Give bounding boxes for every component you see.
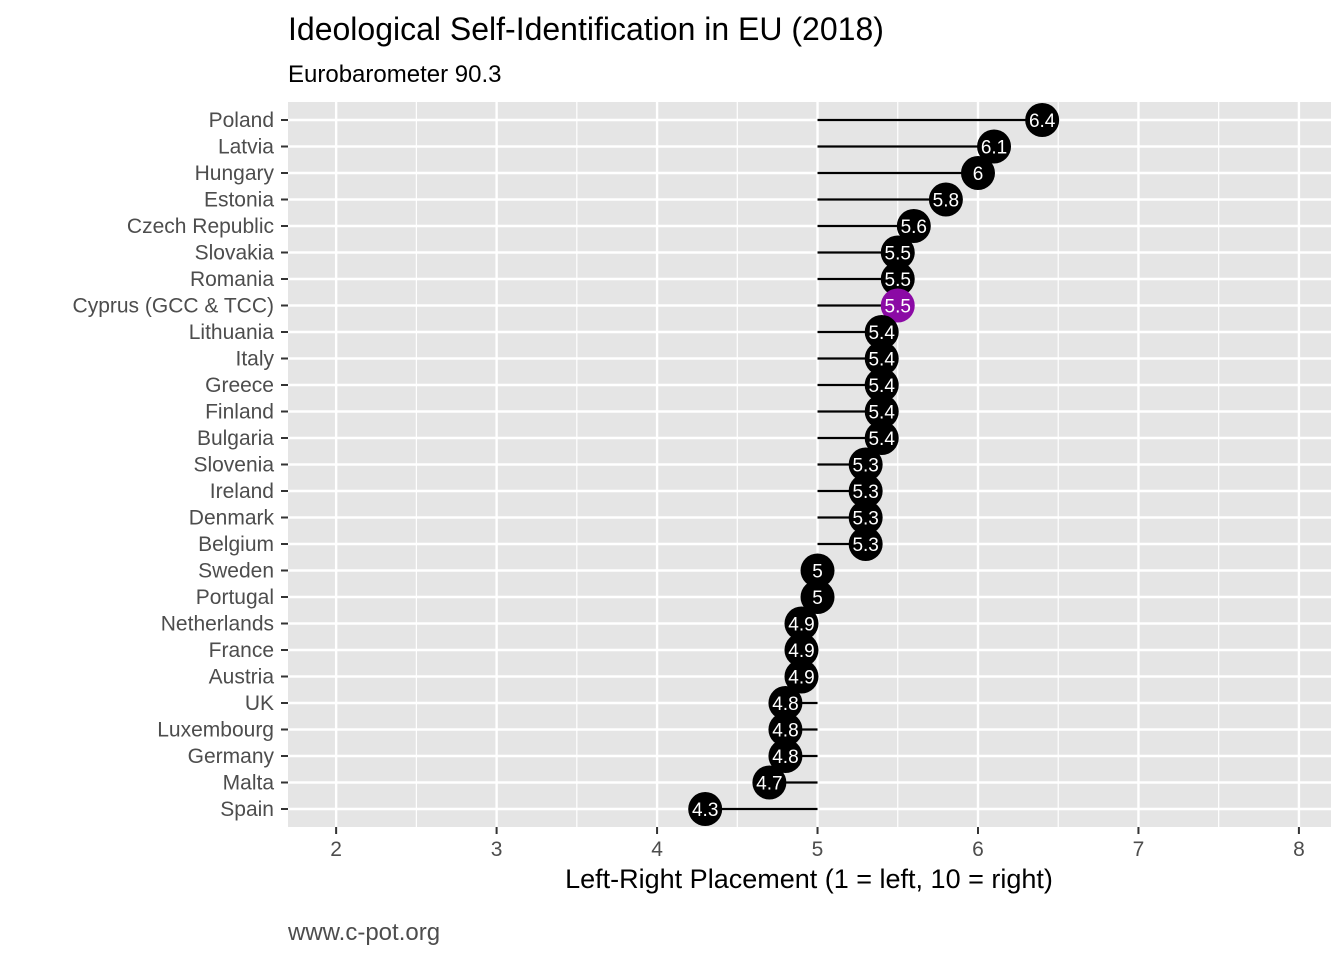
data-label: 5.3: [852, 509, 878, 530]
data-point: [880, 262, 915, 296]
y-tick-label: Sweden: [198, 560, 274, 583]
data-point: [928, 182, 963, 217]
y-tick-label: Spain: [220, 798, 274, 821]
data-point: [848, 447, 883, 482]
data-point: [784, 606, 819, 641]
y-tick-label: Portugal: [196, 586, 274, 609]
y-tick-label: Slovenia: [193, 454, 274, 477]
data-label: 4.9: [788, 641, 814, 662]
data-point: [800, 553, 835, 588]
major-gridlines-y: [288, 118, 1331, 811]
y-tick-label: Germany: [188, 745, 275, 768]
data-point: [768, 686, 803, 720]
data-label: 5: [812, 588, 823, 609]
y-tick-label: Romania: [190, 268, 274, 291]
data-labels: 6.4 6.1 6 5.8 5.6 5.5 5.5 5.5 5.4 5.4 5.4 5.4 5.4 5.3…: [692, 111, 1056, 821]
data-point: [848, 474, 883, 508]
y-tick-label: Luxembourg: [157, 719, 274, 742]
chart-caption: www.c-pot.org: [287, 919, 440, 946]
chart-subtitle: Eurobarometer 90.3: [288, 61, 501, 88]
data-point: [880, 235, 915, 270]
x-tick-label: 7: [1133, 838, 1145, 861]
data-point: [848, 500, 883, 535]
x-tick-label: 2: [330, 838, 342, 861]
data-point: [688, 792, 723, 826]
y-tick-label: Denmark: [189, 507, 275, 530]
y-axis: Poland Latvia Hungary Estonia Czech Republic…: [73, 109, 288, 821]
chart-title: Ideological Self-Identification in EU (2…: [288, 11, 884, 47]
data-label: 5.4: [868, 323, 895, 344]
data-label: 6.1: [981, 138, 1007, 159]
y-tick-label: Cyprus (GCC & TCC): [73, 295, 274, 318]
data-point: [864, 315, 899, 349]
y-tick-label: Austria: [209, 666, 275, 689]
y-tick-label: Greece: [205, 374, 274, 397]
y-tick-label: Netherlands: [161, 613, 274, 636]
data-label: 5.3: [852, 482, 878, 503]
x-tick-label: 5: [812, 838, 824, 861]
y-tick-label: Malta: [223, 772, 275, 795]
y-tick-label: Lithuania: [189, 321, 275, 344]
data-label: 5.6: [901, 217, 927, 238]
data-label: 5: [812, 562, 823, 583]
data-point: [977, 129, 1012, 164]
data-point: [960, 156, 995, 190]
y-tick-label: Hungary: [195, 162, 275, 185]
data-label: 5.4: [868, 403, 895, 424]
data-point: [752, 765, 787, 800]
y-tick-label: Latvia: [218, 136, 274, 159]
data-label: 5.3: [852, 456, 878, 477]
data-point: [848, 527, 883, 561]
x-axis: 2 3 4 5 6 7 8: [330, 827, 1305, 861]
data-label: 5.3: [852, 535, 878, 556]
data-point: [800, 580, 835, 614]
y-tick-label: Italy: [235, 348, 274, 371]
data-point: [864, 341, 899, 376]
data-point: [784, 659, 819, 694]
y-tick-label: UK: [245, 692, 274, 715]
x-tick-label: 6: [972, 838, 984, 861]
data-point: [784, 633, 819, 667]
data-point: [768, 712, 803, 747]
data-point: [864, 368, 899, 402]
y-tick-label: Belgium: [198, 533, 274, 556]
data-label: 5.5: [885, 270, 911, 291]
data-point: [1025, 103, 1060, 137]
data-label: 5.4: [868, 350, 895, 371]
data-point: [896, 209, 931, 243]
data-label: 4.8: [772, 747, 798, 768]
y-tick-label: Ireland: [210, 480, 274, 503]
y-tick-label: Estonia: [204, 189, 274, 212]
data-point: [768, 739, 803, 773]
y-tick-label: Slovakia: [195, 242, 275, 265]
lollipop-points: [688, 103, 1060, 826]
data-label: 6: [973, 164, 984, 185]
y-tick-label: Bulgaria: [197, 427, 274, 450]
y-tick-label: Poland: [209, 109, 274, 132]
data-label: 5.4: [868, 376, 895, 397]
x-tick-label: 4: [651, 838, 663, 861]
data-label: 4.3: [692, 800, 718, 821]
y-tick-label: France: [209, 639, 274, 662]
data-label: 5.5: [885, 244, 911, 265]
highlighted-point: [880, 288, 915, 323]
data-label: 5.8: [933, 191, 959, 212]
x-tick-label: 8: [1293, 838, 1305, 861]
data-point: [864, 421, 899, 455]
data-label: 4.9: [788, 668, 814, 689]
data-label: 5.5: [885, 297, 911, 318]
x-axis-title: Left-Right Placement (1 = left, 10 = rig…: [565, 864, 1053, 894]
data-label: 6.4: [1029, 111, 1056, 132]
data-label: 5.4: [868, 429, 895, 450]
y-tick-label: Czech Republic: [127, 215, 274, 238]
data-label: 4.8: [772, 694, 798, 715]
y-tick-label: Finland: [205, 401, 274, 424]
data-label: 4.9: [788, 615, 814, 636]
x-tick-label: 3: [491, 838, 503, 861]
data-label: 4.7: [756, 774, 782, 795]
data-label: 4.8: [772, 721, 798, 742]
data-point: [864, 394, 899, 429]
